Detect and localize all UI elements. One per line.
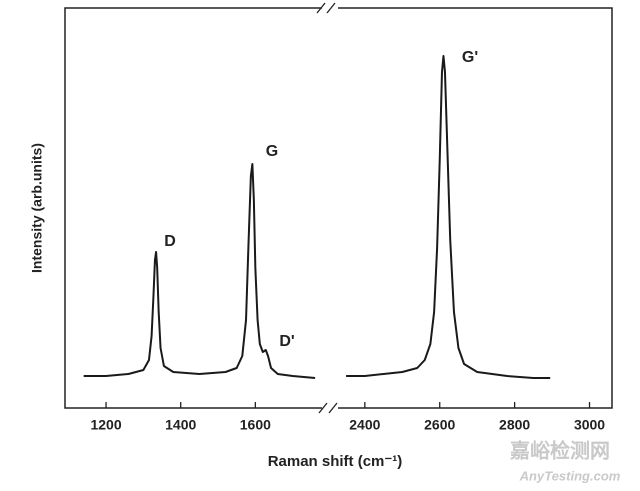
y-axis-label: Intensity (arb.units) (29, 143, 45, 273)
x-axis-label: Raman shift (cm⁻¹) (268, 453, 403, 470)
peak-label: D' (279, 333, 294, 350)
watermark-brand: 嘉峪检测网 (509, 438, 610, 462)
x-tick-label: 2600 (424, 417, 455, 433)
x-tick-label: 1600 (240, 417, 271, 433)
x-tick-label: 1400 (165, 417, 196, 433)
axis-break-gap (322, 403, 338, 413)
plot-frame (64, 7, 613, 409)
peak-label: G' (462, 49, 478, 66)
spectrum-line (83, 163, 316, 379)
peak-label: G (266, 143, 278, 160)
axis-break-mark (316, 2, 338, 414)
peak-label: D (164, 233, 176, 250)
x-tick-label: 2400 (349, 417, 380, 433)
axis-break-gap (322, 3, 338, 13)
x-tick-label: 1200 (90, 417, 121, 433)
spectrum-line (346, 55, 551, 379)
x-tick-label: 2800 (499, 417, 530, 433)
watermark-site: AnyTesting.com (519, 468, 621, 483)
plot-area: 1200 1400 1600 2400 2600 2800 3000 D G D' G' (83, 49, 605, 433)
x-tick-label: 3000 (574, 417, 605, 433)
